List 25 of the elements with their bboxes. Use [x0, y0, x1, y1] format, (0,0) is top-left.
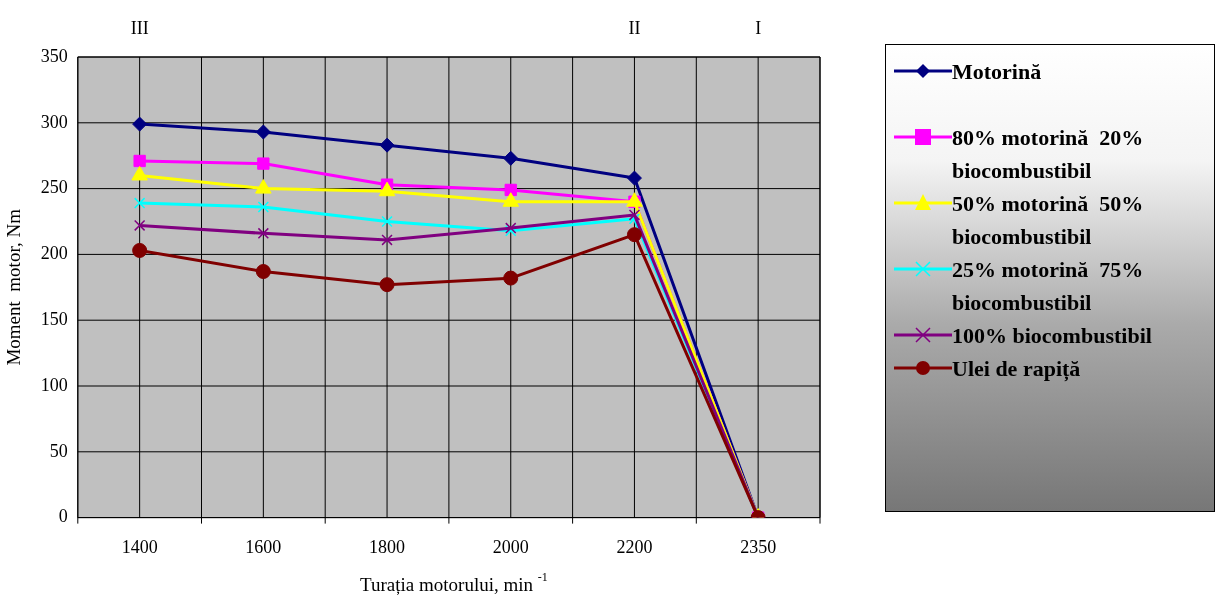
y-tick-label: 100	[40, 374, 68, 395]
x-tick-label: 1400	[121, 537, 158, 558]
y-axis-title: Moment motor, Nm	[3, 208, 25, 366]
legend-label: 80% motorină 20% biocombustibil	[952, 124, 1145, 185]
legend-label: 100% biocombustibil	[952, 322, 1153, 350]
x-tick-label: 2200	[616, 537, 653, 558]
x-tick-label: 2350	[740, 537, 777, 558]
x-tick-label: 1800	[369, 537, 406, 558]
y-tick-label: 300	[40, 111, 68, 132]
y-tick-label: 150	[40, 308, 68, 329]
y-tick-label: 200	[40, 243, 68, 264]
y-tick-label: 250	[40, 177, 68, 198]
legend-label: 25% motorină 75% biocombustibil	[952, 256, 1145, 317]
y-tick-label: 350	[40, 45, 68, 66]
legend-label: Ulei de rapiță	[952, 355, 1082, 383]
text: II	[628, 17, 641, 38]
x-axis-title: Turația motorului, min -1	[360, 569, 548, 595]
y-tick-label: 50	[49, 440, 68, 461]
legend-label: Motorină	[952, 58, 1043, 86]
x-tick-label: 2000	[492, 537, 529, 558]
x-tick-label: 1600	[245, 537, 282, 558]
y-tick-label: 0	[58, 506, 68, 527]
legend-label: 50% motorină 50% biocombustibil	[952, 190, 1145, 251]
text: I	[755, 17, 762, 38]
text: III	[130, 17, 149, 38]
